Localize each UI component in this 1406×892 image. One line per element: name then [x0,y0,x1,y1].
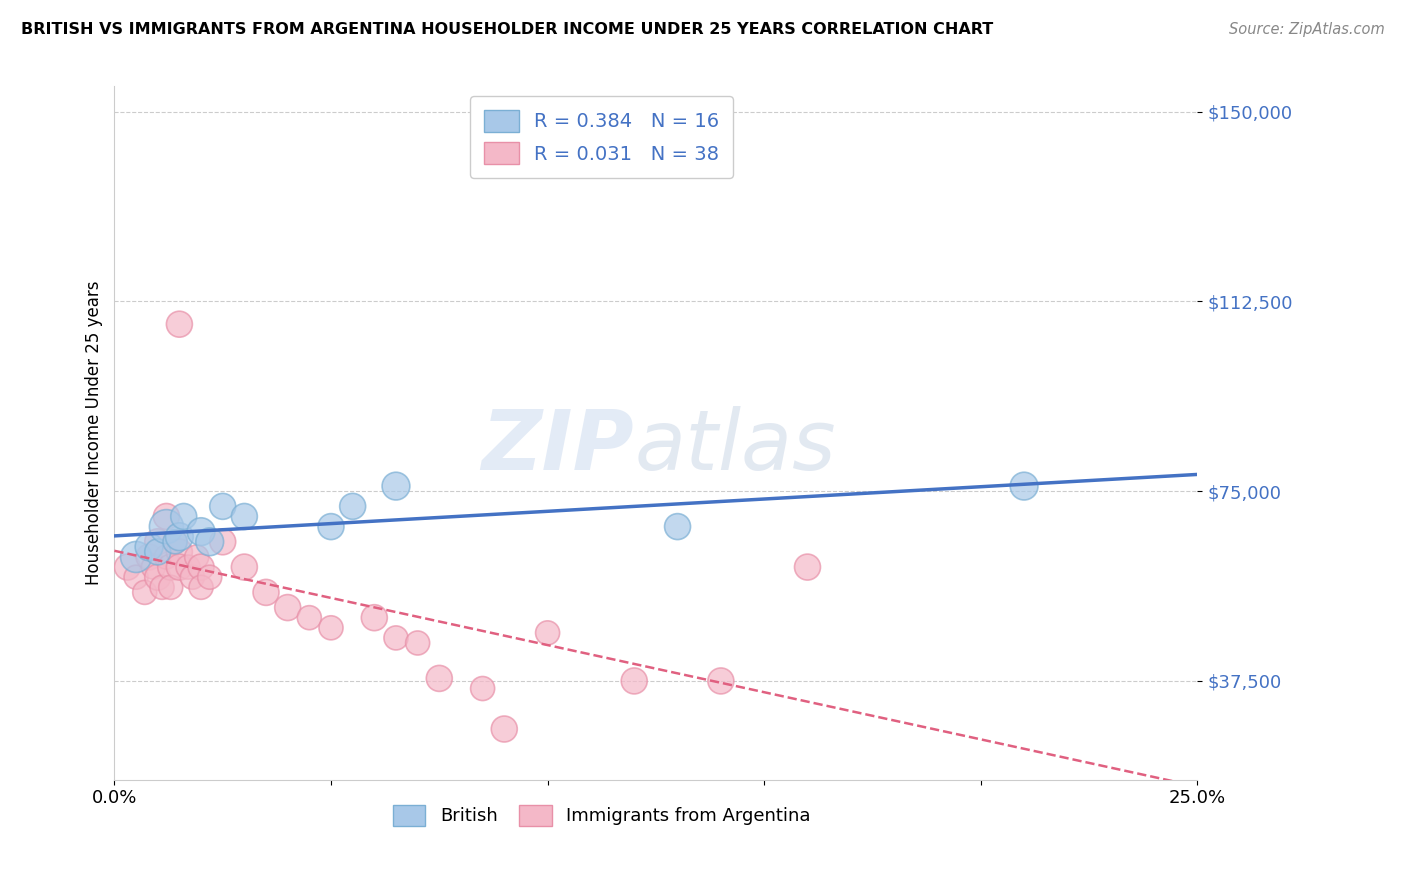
Point [165,534,187,549]
Y-axis label: Householder Income Under 25 years: Householder Income Under 25 years [86,281,103,585]
Point [169,530,191,544]
Point [494,722,516,736]
Text: atlas: atlas [634,407,835,487]
Point [125,570,148,584]
Point [146,570,169,584]
Point [169,317,191,331]
Point [125,549,148,564]
Point [181,570,204,584]
Point [173,509,195,524]
Text: Source: ZipAtlas.com: Source: ZipAtlas.com [1229,22,1385,37]
Point [146,534,169,549]
Point [138,549,160,564]
Point [211,534,233,549]
Point [190,580,212,594]
Point [233,560,256,574]
Point [165,534,187,549]
Point [146,545,169,559]
Point [427,672,450,686]
Point [198,570,221,584]
Point [471,681,494,696]
Point [190,524,212,539]
Point [1012,479,1035,493]
Point [169,545,191,559]
Point [363,610,385,624]
Point [536,625,558,640]
Point [385,479,408,493]
Point [233,509,256,524]
Legend: British, Immigrants from Argentina: British, Immigrants from Argentina [385,797,818,833]
Point [155,519,177,533]
Point [155,549,177,564]
Point [623,673,645,688]
Point [666,519,689,533]
Point [190,560,212,574]
Point [134,585,156,599]
Point [177,560,200,574]
Point [142,560,165,574]
Point [155,509,177,524]
Point [198,534,221,549]
Point [406,636,429,650]
Point [319,621,342,635]
Point [211,500,233,514]
Point [159,580,181,594]
Point [150,580,173,594]
Point [298,610,321,624]
Point [159,560,181,574]
Text: ZIP: ZIP [482,407,634,487]
Point [342,500,364,514]
Point [186,549,208,564]
Point [117,560,139,574]
Text: BRITISH VS IMMIGRANTS FROM ARGENTINA HOUSEHOLDER INCOME UNDER 25 YEARS CORRELATI: BRITISH VS IMMIGRANTS FROM ARGENTINA HOU… [21,22,994,37]
Point [169,560,191,574]
Point [138,540,160,554]
Point [385,631,408,645]
Point [710,673,733,688]
Point [319,519,342,533]
Point [254,585,277,599]
Point [796,560,818,574]
Point [277,600,299,615]
